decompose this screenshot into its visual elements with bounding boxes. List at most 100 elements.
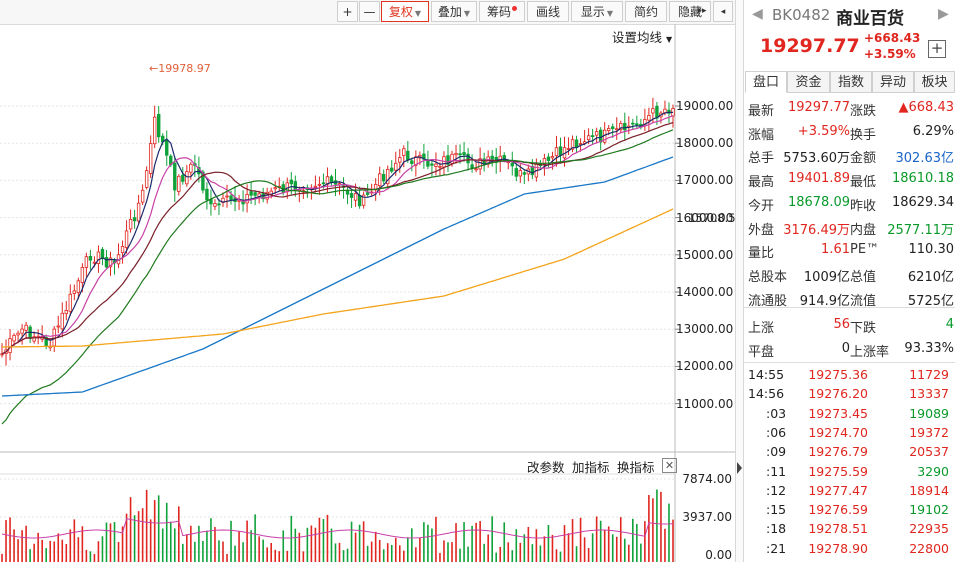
change-params-link[interactable]: 改参数 xyxy=(527,460,565,475)
candle-body xyxy=(64,310,68,315)
tick-volume: 20537 xyxy=(909,444,949,460)
draw-line-button[interactable]: 画线 xyxy=(527,1,569,22)
candle-body xyxy=(611,126,615,130)
expand-icon[interactable]: ▸▸ xyxy=(697,6,707,16)
header-change-pct: +3.59% xyxy=(864,47,916,61)
chips-label: 筹码 xyxy=(486,5,511,19)
quote-label: PE™ xyxy=(850,242,880,258)
tick-price: 19273.45 xyxy=(808,405,868,421)
display-button[interactable]: 显示 ▼ xyxy=(571,1,623,22)
panel-splitter[interactable] xyxy=(735,0,744,562)
candle-body xyxy=(470,164,474,169)
quote-value: 1.61 xyxy=(821,242,850,258)
quote-label: 流通股 xyxy=(748,293,788,309)
tick-time: :18 xyxy=(766,521,787,537)
prev-arrow-icon[interactable]: ◀ xyxy=(752,6,763,22)
ma-settings-label: 设置均线 xyxy=(612,30,663,45)
switch-indicator-link[interactable]: 换指标 xyxy=(617,460,655,475)
candle-body xyxy=(96,251,101,264)
candle-body xyxy=(72,290,77,294)
candle-body xyxy=(514,168,518,177)
current-price-tag: 15708.5 xyxy=(688,211,736,225)
quote-row: 量比 1.61 PE™ 110.30 xyxy=(744,239,955,262)
quote-value: 302.63亿 xyxy=(895,151,955,167)
ma-settings-link[interactable]: 设置均线 ▼ xyxy=(612,27,672,46)
candle-body xyxy=(615,128,619,131)
quote-row: 今开 18678.09 昨收 18629.34 xyxy=(744,192,955,215)
tick-price: 19278.90 xyxy=(808,540,868,556)
candle-body xyxy=(542,158,547,165)
high-marker-value: 19978.97 xyxy=(158,62,211,75)
fuquan-label: 复权 xyxy=(388,5,413,19)
quote-value: 1009亿 xyxy=(803,269,850,285)
splitter-arrow-icon[interactable] xyxy=(737,462,742,474)
candle-body xyxy=(157,113,161,138)
chips-button[interactable]: 筹码 xyxy=(479,1,525,22)
candle-body xyxy=(76,280,81,293)
tick-row: :15 19276.59 19102 xyxy=(744,500,955,519)
overlay-button[interactable]: 叠加 ▼ xyxy=(431,1,477,22)
close-icon[interactable]: ✕ xyxy=(662,458,677,473)
notification-dot-icon xyxy=(512,6,517,11)
quote-label: 内盘 xyxy=(850,222,877,238)
candle-body xyxy=(357,194,362,207)
quote-label: 总值 xyxy=(850,269,877,285)
candle-body xyxy=(578,143,583,145)
quote-value: 56 xyxy=(833,317,850,332)
tick-time: :09 xyxy=(766,444,787,460)
tick-time: :03 xyxy=(766,405,787,421)
quote-value: 6.29% xyxy=(912,123,954,139)
collapse-button[interactable]: ◂ xyxy=(713,1,733,22)
quote-row: 上涨 56 下跌 4 xyxy=(744,314,955,337)
quote-label: 平盘 xyxy=(748,344,775,360)
add-watchlist-icon[interactable]: + xyxy=(928,40,946,58)
quote-row: 涨幅 +3.59% 换手 6.29% xyxy=(744,121,955,144)
candle-body xyxy=(586,135,591,141)
quote-label: 总手 xyxy=(748,151,775,167)
candle-body xyxy=(173,162,177,191)
quote-value: 5725亿 xyxy=(907,293,954,309)
tick-volume: 22800 xyxy=(909,540,949,556)
tab-0[interactable]: 盘口 xyxy=(745,71,787,93)
tick-price: 19275.36 xyxy=(808,367,868,382)
candle-body xyxy=(522,172,527,175)
candle-body xyxy=(205,188,209,201)
add-indicator-link[interactable]: 加指标 xyxy=(572,460,610,475)
candle-body xyxy=(554,147,559,157)
hide-button[interactable]: 隐藏 xyxy=(669,1,711,22)
zoom-out-button[interactable]: — xyxy=(359,1,380,22)
tick-volume: 19372 xyxy=(909,424,949,440)
high-marker: ←19978.97 xyxy=(149,62,211,75)
next-arrow-icon[interactable]: ▶ xyxy=(938,6,949,22)
tick-price: 19277.47 xyxy=(808,482,868,498)
tab-2[interactable]: 指数 xyxy=(830,71,872,93)
candle-body xyxy=(289,179,293,185)
quote-value: 19297.77 xyxy=(787,100,850,115)
candle-body xyxy=(349,193,354,198)
quote-label: 上涨率 xyxy=(850,344,890,360)
fuquan-button[interactable]: 复权 ▼ xyxy=(381,1,429,22)
kline-chart-area[interactable]: 设置均线 ▼ ←19978.97 15708.5 19000.00 18000.0… xyxy=(0,24,736,562)
quote-value: 4 xyxy=(945,317,954,332)
candle-body xyxy=(217,203,221,206)
candle-body xyxy=(24,324,28,331)
kline-chart-svg[interactable] xyxy=(0,24,735,562)
candle-body xyxy=(458,153,462,156)
candle-body xyxy=(619,123,623,131)
zoom-in-button[interactable]: + xyxy=(337,1,358,22)
volume-axis: 7874.00 3937.00 0.00 xyxy=(676,464,732,562)
tab-1[interactable]: 资金 xyxy=(787,71,830,93)
divider-line xyxy=(744,307,955,308)
quote-row: 总手 5753.60万 金额 302.63亿 xyxy=(744,144,955,167)
simple-mode-button[interactable]: 简约 xyxy=(625,1,667,22)
quote-value: 18629.34 xyxy=(891,194,954,210)
candle-body xyxy=(550,156,555,159)
quote-row: 最高 19401.89 最低 18610.18 xyxy=(744,168,955,191)
price-tick-label: 13000.00 xyxy=(676,322,734,337)
tab-3[interactable]: 异动 xyxy=(872,71,914,93)
tab-4[interactable]: 板块 xyxy=(914,71,955,93)
candle-body xyxy=(253,192,257,196)
candle-body xyxy=(88,255,93,261)
price-tick-label: 11000.00 xyxy=(676,396,734,411)
tick-price: 19276.20 xyxy=(808,386,868,402)
